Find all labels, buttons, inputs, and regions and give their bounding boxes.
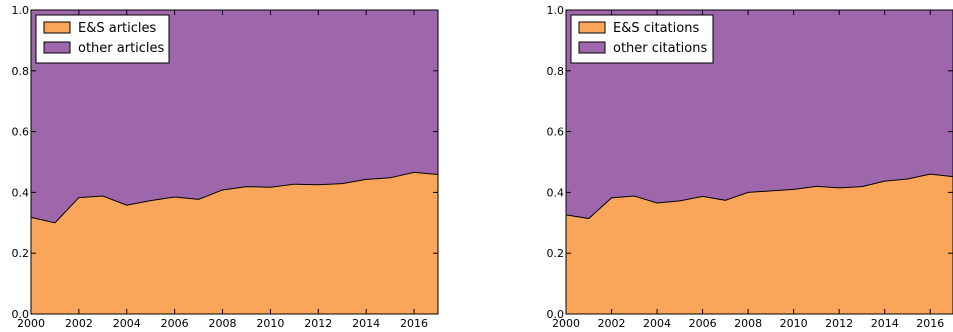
x-tick-label: 2016 — [916, 317, 944, 330]
y-tick-label: 0.2 — [12, 247, 30, 260]
y-tick-label: 0.8 — [12, 65, 30, 78]
y-tick-label: 0.6 — [547, 126, 565, 139]
y-tick-label: 0.4 — [12, 186, 30, 199]
x-tick-label: 2002 — [598, 317, 626, 330]
x-tick-label: 2012 — [304, 317, 332, 330]
legend-label: E&S articles — [78, 21, 157, 36]
x-tick-label: 2010 — [256, 317, 284, 330]
y-tick-label: 0.0 — [547, 308, 565, 321]
legend: E&S articles other articles — [35, 14, 170, 64]
y-tick-label: 0.2 — [547, 247, 565, 260]
x-tick-label: 2000 — [552, 317, 580, 330]
legend-swatch — [578, 21, 606, 34]
y-tick-label: 0.0 — [12, 308, 30, 321]
x-tick-label: 2006 — [161, 317, 189, 330]
x-tick-label: 2004 — [113, 317, 141, 330]
x-tick-label: 2014 — [352, 317, 380, 330]
chart-2: 2000 2002 2004 2006 2008 2010 2012 2014 2016 0.0 0… — [547, 4, 953, 330]
legend-label: E&S citations — [613, 21, 699, 36]
x-tick-label: 2000 — [17, 317, 45, 330]
legend-label: other articles — [78, 41, 165, 56]
x-tick-label: 2002 — [65, 317, 93, 330]
legend-swatch — [43, 21, 71, 34]
legend-swatch — [578, 41, 606, 54]
y-tick-label: 1.0 — [12, 4, 30, 17]
series-boundary-line — [31, 171, 438, 224]
x-tick-label: 2008 — [209, 317, 237, 330]
axes-frame — [565, 9, 953, 315]
legend-swatch — [43, 41, 71, 54]
y-tick-label: 0.4 — [547, 186, 565, 199]
y-tick-label: 0.8 — [547, 65, 565, 78]
legend-label: other citations — [613, 41, 707, 56]
x-tick-label: 2012 — [825, 317, 853, 330]
chart-1: 2000 2002 2004 2006 2008 2010 2012 2014 2016 0.0 0… — [12, 4, 439, 330]
x-tick-label: 2010 — [780, 317, 808, 330]
x-tick-label: 2004 — [643, 317, 671, 330]
series-area-1 — [31, 172, 438, 314]
series-boundary-line — [566, 173, 953, 220]
x-tick-label: 2014 — [871, 317, 899, 330]
legend: E&S citations other citations — [570, 14, 714, 64]
series-area-1 — [566, 174, 953, 314]
x-tick-label: 2016 — [400, 317, 428, 330]
axes-frame — [30, 9, 439, 315]
x-tick-label: 2008 — [734, 317, 762, 330]
y-tick-label: 0.6 — [12, 126, 30, 139]
x-tick-label: 2006 — [689, 317, 717, 330]
y-tick-label: 1.0 — [547, 4, 565, 17]
